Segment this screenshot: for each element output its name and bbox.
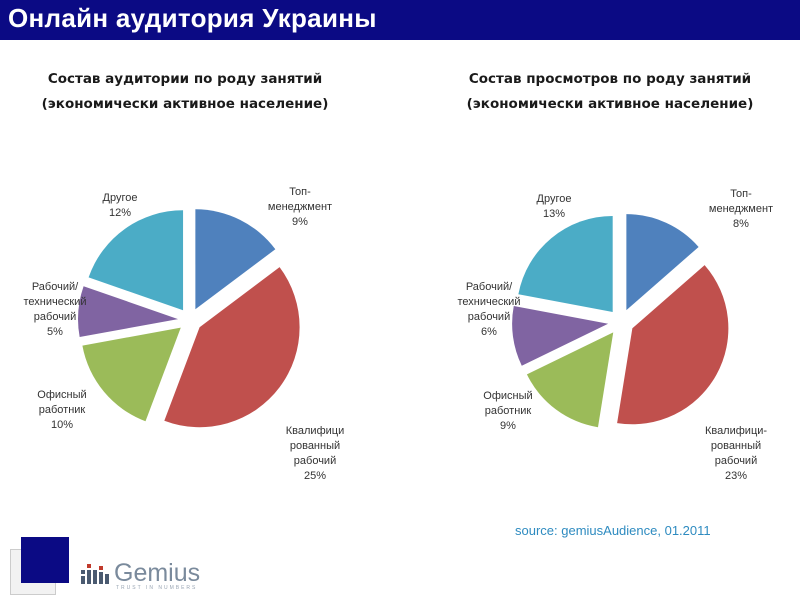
slice-label: Рабочий/технический рабочий 6%: [458, 281, 521, 338]
slice-label: Офисный работник 9%: [483, 390, 532, 432]
slice-label: Топ-менеджмент 9%: [268, 186, 332, 228]
right-chart-title-line2: (экономически активное население): [466, 96, 754, 112]
gemius-logo-tagline: TRUST IN NUMBERS: [116, 585, 198, 591]
pie-slice: [164, 267, 300, 428]
slice-label-line: Топ-: [289, 186, 311, 198]
page-title: Онлайн аудитория Украины: [8, 3, 377, 33]
slice-label-line: Другое: [537, 193, 572, 205]
right-chart-title: Состав просмотров по роду занятий (эконо…: [430, 67, 790, 117]
gemius-logo-mark-icon: [81, 564, 109, 584]
left-chart-title-line1: Состав аудитории по роду занятий: [47, 71, 323, 87]
title-bar: Онлайн аудитория Украины: [0, 0, 800, 40]
slice-label-line: 12%: [109, 207, 131, 219]
slice-label-line: рабочий: [294, 455, 336, 467]
slice-label: Другое 12%: [103, 192, 138, 219]
right-chart-title-line1: Состав просмотров по роду занятий: [468, 71, 752, 87]
pie-slice: [626, 214, 699, 311]
pie-slice: [88, 210, 184, 311]
slice-label-line: 8%: [733, 218, 749, 230]
slice-label-line: работник: [39, 404, 86, 416]
pie-slice: [78, 286, 179, 338]
slice-label-line: 6%: [481, 326, 497, 338]
slice-label-line: Другое: [103, 192, 138, 204]
views-pie: Топ-менеджмент 8% Квалифици-рованный рабочи…: [458, 188, 774, 482]
decorative-blue-square: [21, 537, 69, 583]
source-note: source: gemiusAudience, 01.2011: [515, 523, 711, 538]
slice-label: Квалифици-рованный рабочий 23%: [705, 425, 767, 482]
slice-label-line: менеджмент: [709, 203, 773, 215]
slice-label: Офисный работник 10%: [37, 389, 86, 431]
gemius-logo-text: Gemius: [114, 559, 201, 587]
pie-slice: [512, 305, 609, 366]
slice-label-line: рабочий: [715, 455, 757, 467]
slice-label-line: Рабочий/: [466, 281, 513, 293]
pie-slice: [617, 265, 729, 425]
slice-label-line: рабочий: [468, 311, 510, 323]
slice-label-line: технический: [24, 296, 87, 308]
slice-label: Топ-менеджмент 8%: [709, 188, 773, 230]
slice-label-line: 10%: [51, 419, 73, 431]
slice-label-line: 9%: [500, 420, 516, 432]
slice-label-line: Офисный: [483, 390, 532, 402]
left-chart-title: Состав аудитории по роду занятий (эконом…: [10, 67, 360, 117]
slice-label: Квалифици рованный рабочий 25%: [286, 425, 344, 482]
slice-label-line: Рабочий/: [32, 281, 79, 293]
pie-slice: [195, 209, 276, 310]
slice-label-line: менеджмент: [268, 201, 332, 213]
slice-label-line: рованный: [711, 440, 761, 452]
pie-slice: [82, 327, 181, 422]
slice-label-line: Офисный: [37, 389, 86, 401]
slice-label-line: Квалифици-: [705, 425, 767, 437]
slice-label-line: рабочий: [34, 311, 76, 323]
pie-slice: [518, 215, 613, 312]
slice-label-line: 25%: [304, 470, 326, 482]
slice-label-line: работник: [485, 405, 532, 417]
slice-label: Рабочий/технический рабочий 5%: [24, 281, 87, 338]
audience-pie: Топ-менеджмент 9% Квалифици рованный рабочий…: [24, 186, 345, 482]
slice-label-line: 23%: [725, 470, 747, 482]
slice-label-line: Квалифици: [286, 425, 344, 437]
slice-label-line: 13%: [543, 208, 565, 220]
slice-label-line: 5%: [47, 326, 63, 338]
pie-slice: [526, 332, 614, 428]
slice-label: Другое 13%: [537, 193, 572, 220]
left-chart-title-line2: (экономически активное население): [41, 96, 329, 112]
slice-label-line: технический: [458, 296, 521, 308]
slice-label-line: рованный: [290, 440, 340, 452]
slice-label-line: 9%: [292, 216, 308, 228]
slice-label-line: Топ-: [730, 188, 752, 200]
